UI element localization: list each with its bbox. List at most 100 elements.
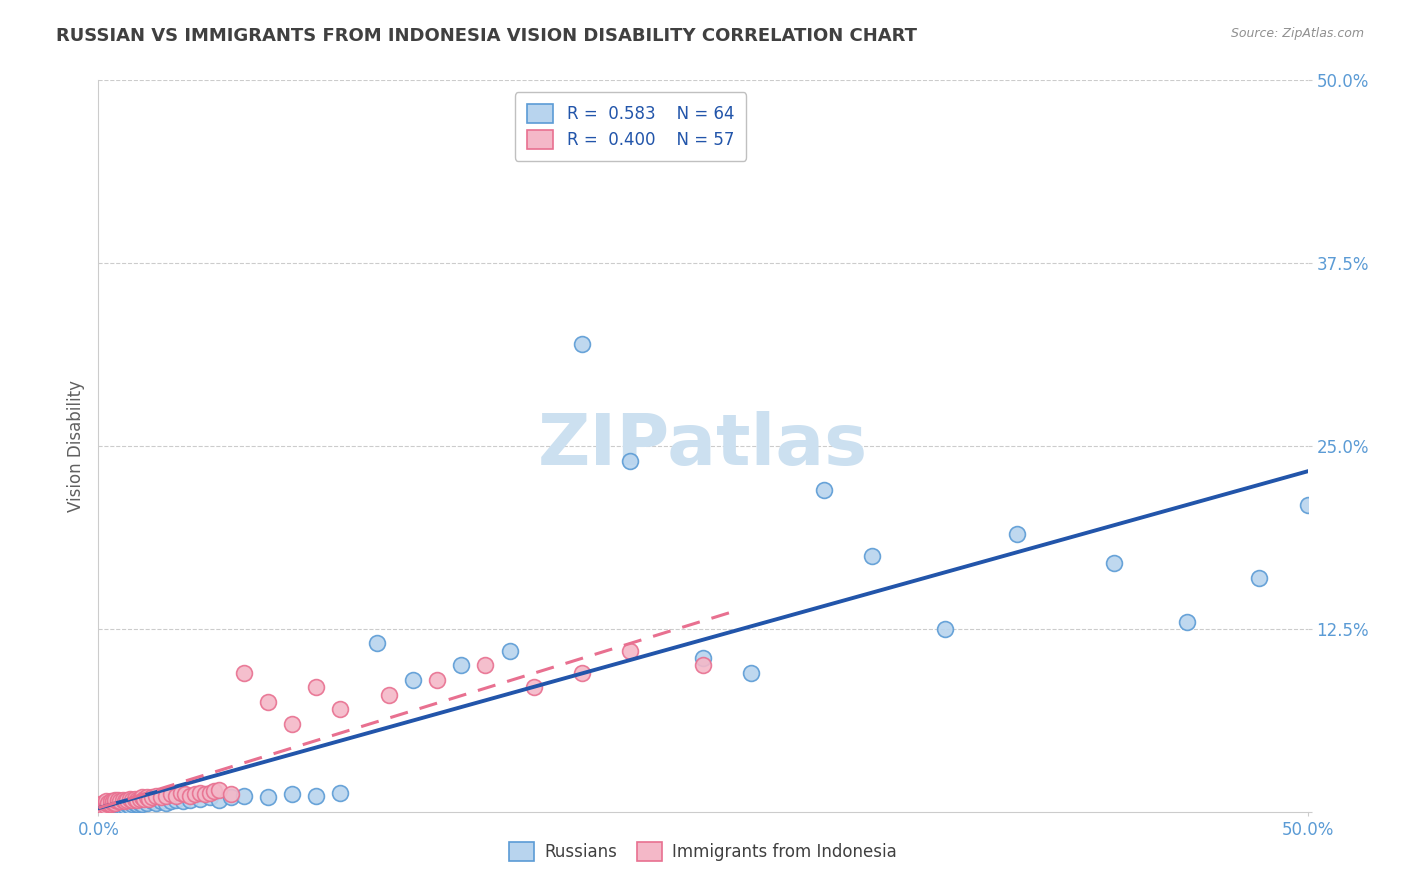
Point (145, 796, 167, 810)
Point (100, 802, 122, 816)
Point (114, 798, 136, 813)
Point (104, 800, 127, 814)
Point (100, 797, 122, 812)
Point (94, 800, 117, 814)
Point (692, 658, 714, 673)
Point (160, 795, 183, 809)
Point (1175, 615, 1198, 629)
Point (90, 797, 112, 812)
Point (107, 798, 129, 813)
Point (813, 483, 835, 497)
Point (474, 658, 496, 673)
Point (121, 797, 143, 812)
Point (184, 787, 207, 801)
Point (117, 793, 139, 807)
Point (135, 790, 157, 805)
Legend: Russians, Immigrants from Indonesia: Russians, Immigrants from Indonesia (502, 835, 904, 868)
Point (232, 665, 254, 680)
Point (124, 791, 146, 805)
Point (128, 791, 150, 805)
Point (619, 644, 641, 658)
Point (107, 800, 129, 814)
Point (94, 798, 117, 813)
Point (188, 791, 211, 805)
Point (134, 791, 156, 805)
Point (107, 793, 129, 807)
Point (281, 717, 304, 731)
Point (127, 797, 149, 812)
Text: RUSSIAN VS IMMIGRANTS FROM INDONESIA VISION DISABILITY CORRELATION CHART: RUSSIAN VS IMMIGRANTS FROM INDONESIA VIS… (56, 27, 917, 45)
Text: Source: ZipAtlas.com: Source: ZipAtlas.com (1230, 27, 1364, 40)
Point (128, 796, 150, 810)
Point (450, 658, 472, 673)
Point (107, 795, 129, 809)
Point (221, 787, 243, 801)
Point (366, 636, 388, 650)
Text: ZIPatlas: ZIPatlas (538, 411, 868, 481)
Point (692, 651, 714, 665)
Point (198, 790, 221, 805)
Point (174, 787, 197, 801)
Point (426, 673, 449, 687)
Point (208, 782, 231, 797)
Point (118, 791, 141, 805)
Legend: R =  0.583    N = 64, R =  0.400    N = 57: R = 0.583 N = 64, R = 0.400 N = 57 (515, 92, 745, 161)
Point (155, 796, 177, 810)
Y-axis label: Vision Disability: Vision Disability (66, 380, 84, 512)
Point (138, 791, 160, 805)
Point (124, 796, 146, 810)
Point (97, 800, 120, 814)
Point (104, 796, 127, 810)
Point (377, 688, 399, 702)
Point (1296, 498, 1319, 512)
Point (150, 790, 173, 805)
Point (100, 795, 122, 809)
Point (194, 787, 217, 801)
Point (155, 789, 177, 803)
Point (204, 784, 226, 798)
Point (165, 789, 187, 803)
Point (179, 789, 201, 803)
Point (169, 786, 191, 800)
Point (232, 789, 254, 803)
Point (97, 797, 120, 812)
Point (150, 795, 173, 809)
Point (111, 797, 134, 812)
Point (104, 793, 127, 807)
Point (1249, 571, 1271, 585)
Point (305, 681, 328, 695)
Point (571, 665, 593, 680)
Point (91, 796, 114, 810)
Point (131, 790, 153, 805)
Point (108, 795, 131, 809)
Point (91, 798, 114, 813)
Point (402, 673, 425, 687)
Point (94, 795, 117, 809)
Point (135, 796, 157, 810)
Point (101, 795, 124, 809)
Point (934, 622, 956, 636)
Point (1102, 556, 1125, 570)
Point (329, 786, 352, 800)
Point (121, 793, 143, 807)
Point (523, 681, 546, 695)
Point (179, 793, 201, 807)
Point (94, 798, 117, 813)
Point (104, 797, 127, 812)
Point (740, 665, 762, 680)
Point (160, 787, 183, 801)
Point (118, 798, 141, 813)
Point (619, 453, 641, 467)
Point (101, 796, 124, 810)
Point (97, 796, 120, 810)
Point (127, 793, 149, 807)
Point (91, 803, 114, 817)
Point (256, 695, 278, 709)
Point (91, 800, 114, 814)
Point (498, 644, 520, 658)
Point (329, 702, 352, 716)
Point (94, 796, 117, 810)
Point (94, 802, 117, 816)
Point (305, 789, 328, 803)
Point (90, 802, 112, 816)
